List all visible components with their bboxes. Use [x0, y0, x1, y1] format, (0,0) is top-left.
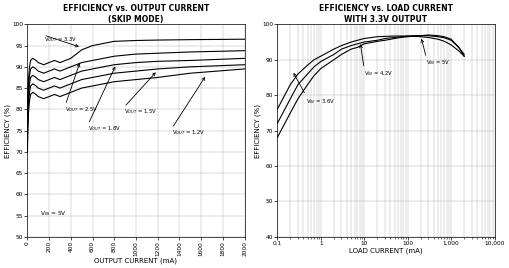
Y-axis label: EFFICIENCY (%): EFFICIENCY (%)	[254, 103, 261, 158]
Text: V$_{OUT}$ = 1.5V: V$_{OUT}$ = 1.5V	[124, 107, 157, 116]
Text: V$_{IN}$ = 5V: V$_{IN}$ = 5V	[427, 58, 450, 67]
Text: V$_{IN}$ = 5V: V$_{IN}$ = 5V	[40, 209, 67, 218]
Y-axis label: EFFICIENCY (%): EFFICIENCY (%)	[4, 103, 11, 158]
Text: V$_{OUT}$ = 3.3V: V$_{OUT}$ = 3.3V	[44, 35, 77, 44]
X-axis label: LOAD CURRENT (mA): LOAD CURRENT (mA)	[349, 247, 423, 254]
Title: EFFICIENCY vs. LOAD CURRENT
WITH 3.3V OUTPUT: EFFICIENCY vs. LOAD CURRENT WITH 3.3V OU…	[319, 4, 453, 24]
Text: V$_{OUT}$ = 1.8V: V$_{OUT}$ = 1.8V	[88, 124, 121, 133]
Text: V$_{OUT}$ = 1.2V: V$_{OUT}$ = 1.2V	[172, 128, 205, 137]
Text: V$_{IN}$ = 3.6V: V$_{IN}$ = 3.6V	[306, 97, 335, 106]
Title: EFFICIENCY vs. OUTPUT CURRENT
(SKIP MODE): EFFICIENCY vs. OUTPUT CURRENT (SKIP MODE…	[63, 4, 209, 24]
Text: V$_{OUT}$ = 2.5V: V$_{OUT}$ = 2.5V	[65, 105, 99, 114]
X-axis label: OUTPUT CURRENT (mA): OUTPUT CURRENT (mA)	[95, 257, 178, 264]
Text: V$_{IN}$ = 4.2V: V$_{IN}$ = 4.2V	[364, 69, 393, 77]
